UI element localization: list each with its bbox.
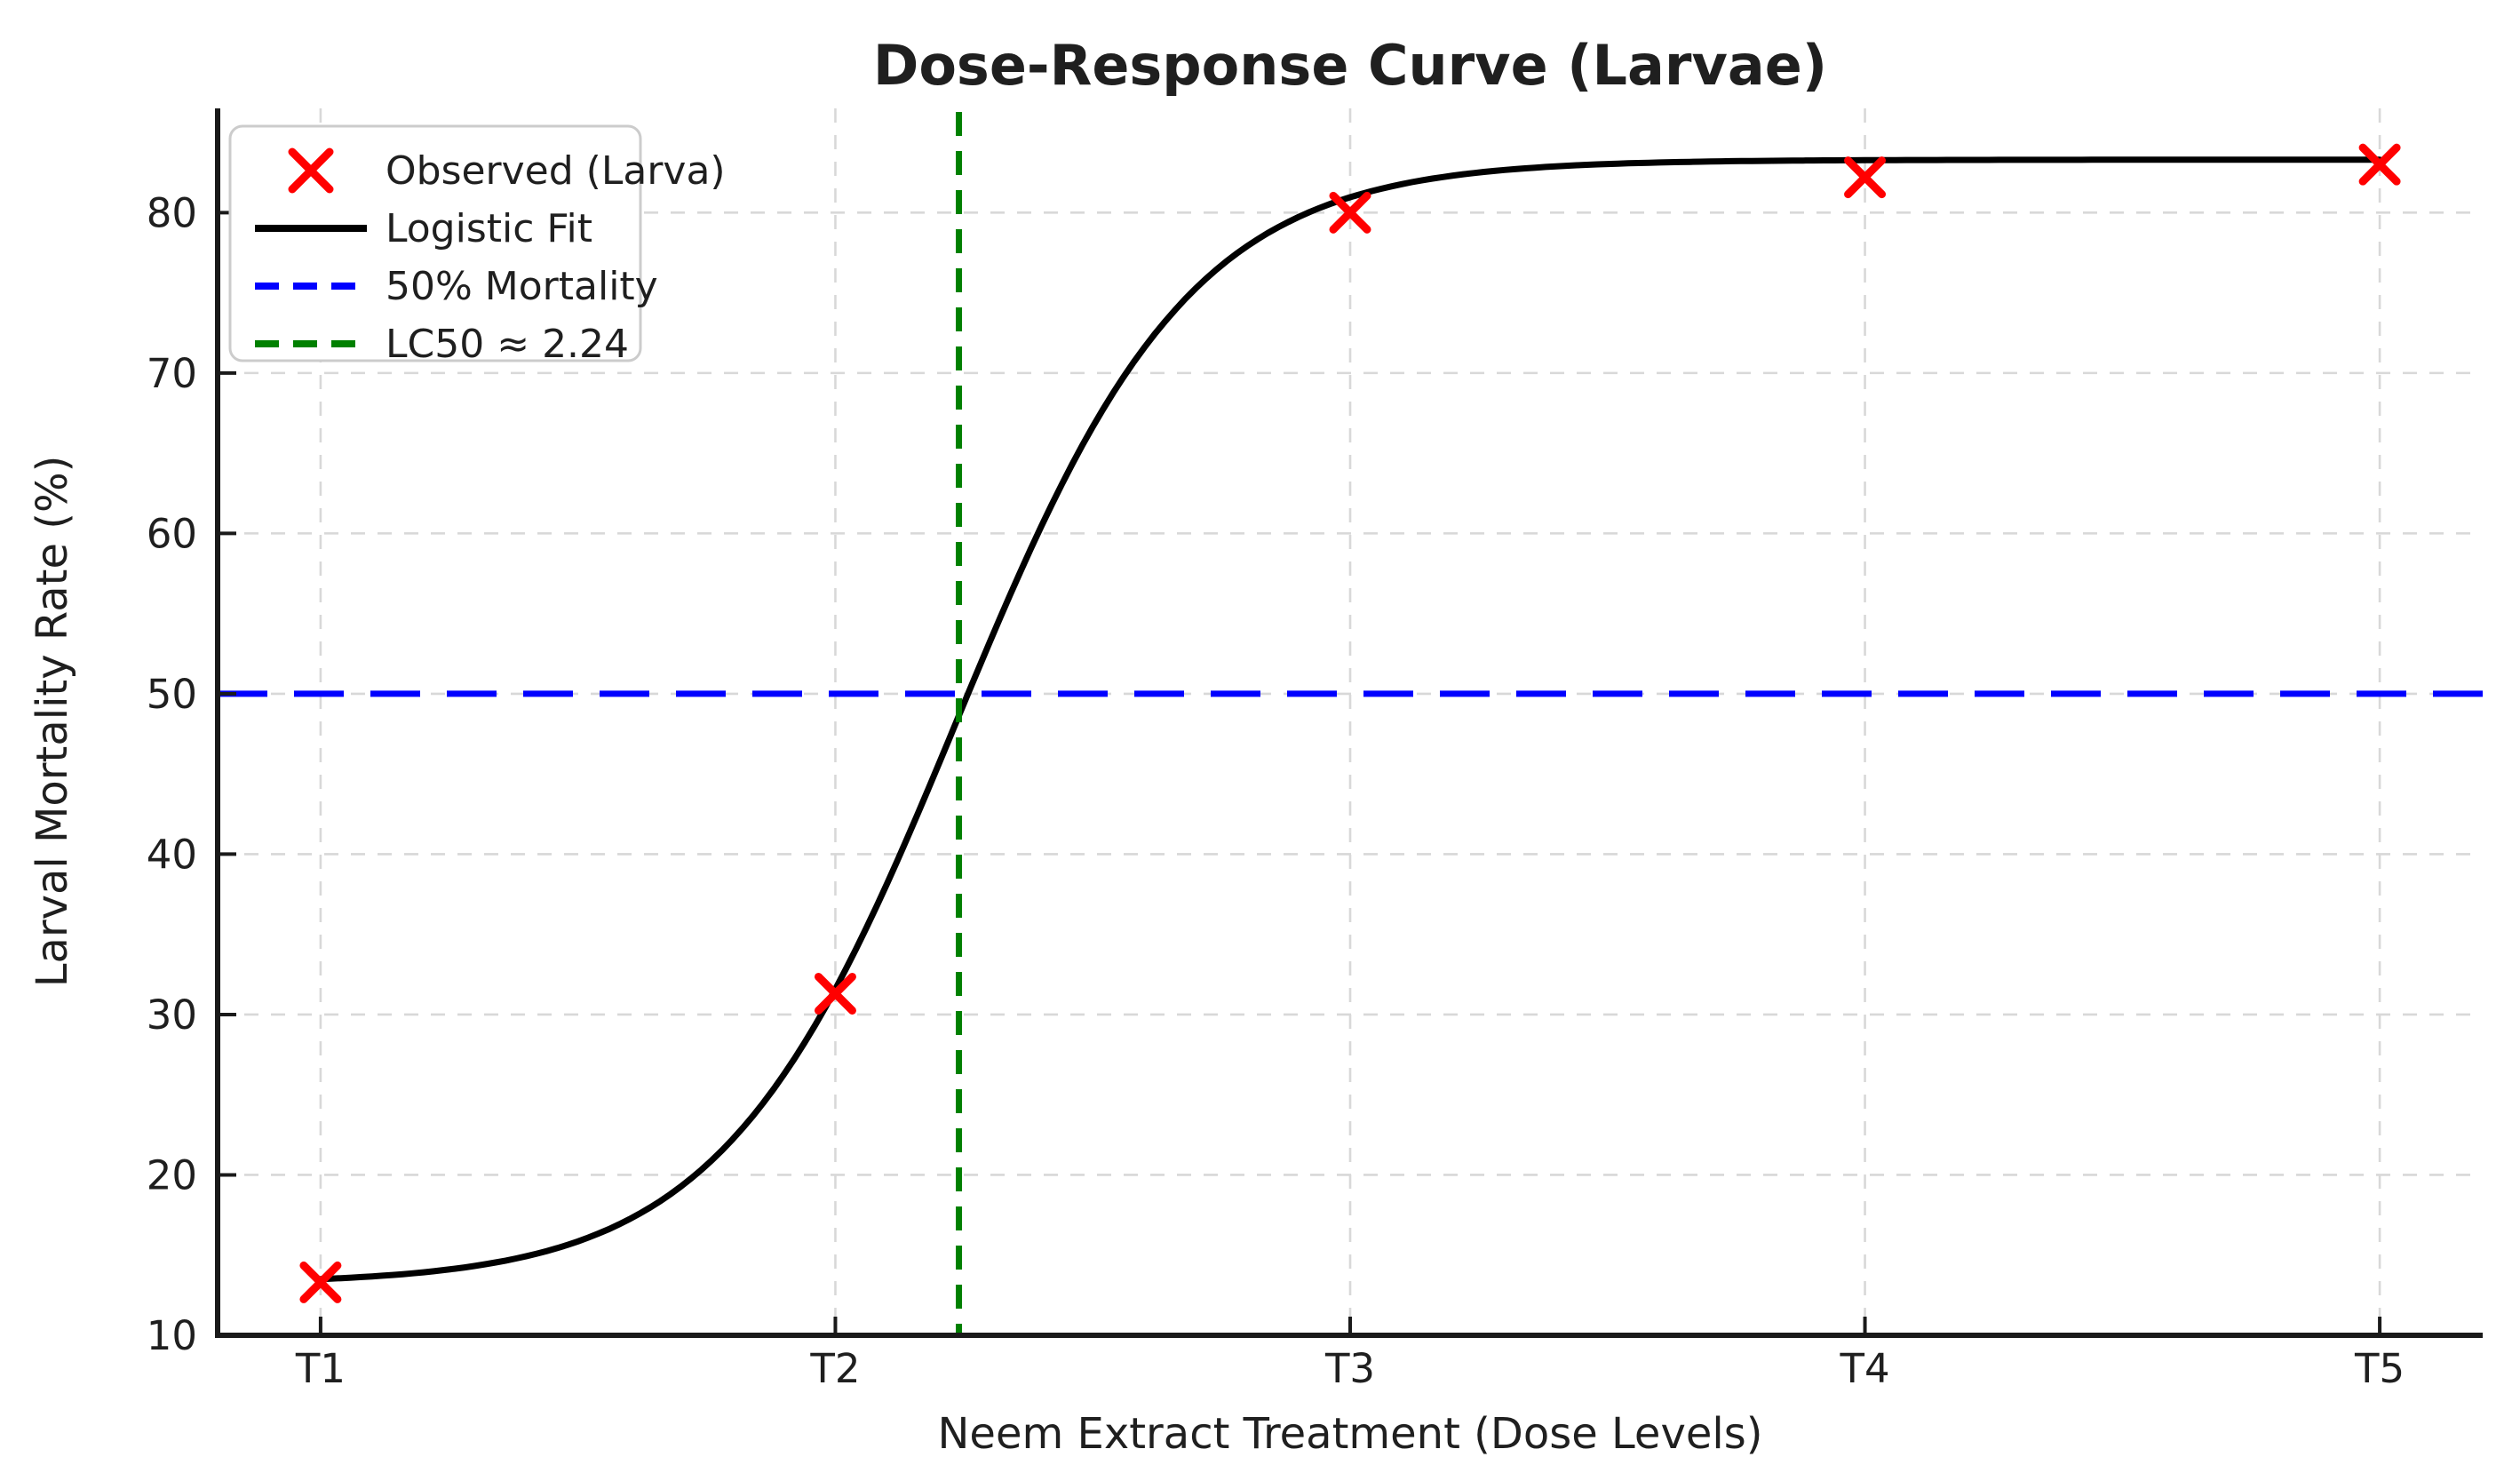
legend-item: 50% Mortality — [255, 264, 658, 309]
y-tick-label: 10 — [147, 1312, 197, 1359]
x-tick-label: T4 — [1839, 1345, 1889, 1392]
y-tick-label: 40 — [147, 831, 197, 878]
y-tick-label: 50 — [147, 671, 197, 718]
x-tick-label: T3 — [1324, 1345, 1375, 1392]
legend-box — [228, 124, 642, 362]
legend-label: 50% Mortality — [386, 264, 658, 309]
marker-stroke — [1329, 191, 1371, 234]
chart-title: Dose-Response Curve (Larvae) — [873, 33, 1827, 98]
y-axis-label: Larval Mortality Rate (%) — [28, 456, 77, 988]
legend-item: Logistic Fit — [255, 206, 592, 251]
marker-stroke — [299, 1261, 342, 1303]
logistic-fit-curve — [317, 156, 2383, 1283]
plot-series — [218, 112, 2483, 1335]
x-tick-label: T2 — [809, 1345, 860, 1392]
observed-marker — [299, 1261, 342, 1303]
observed-marker — [814, 972, 856, 1015]
observed-marker — [1329, 191, 1371, 234]
legend-item: Observed (Larva) — [288, 147, 726, 194]
marker-stroke — [814, 972, 856, 1015]
observed-marker — [2358, 143, 2401, 186]
y-tick-label: 20 — [147, 1151, 197, 1198]
x-tick-label: T1 — [295, 1345, 346, 1392]
x-axis-label: Neem Extract Treatment (Dose Levels) — [938, 1409, 1763, 1459]
x-tick-label: T5 — [2354, 1345, 2405, 1392]
legend-x-marker — [288, 147, 334, 194]
marker-stroke — [2358, 143, 2401, 186]
y-tick-label: 30 — [147, 991, 197, 1039]
legend-item: LC50 ≈ 2.24 — [255, 322, 629, 367]
axes: T1 T2 T3 T4 T5 10 20 30 40 50 60 70 80 — [147, 108, 2483, 1392]
legend-label: Observed (Larva) — [386, 148, 726, 194]
y-tick-label: 60 — [147, 510, 197, 557]
legend-label: LC50 ≈ 2.24 — [386, 322, 629, 367]
marker-stroke — [1844, 156, 1887, 199]
y-tick-label: 80 — [147, 189, 197, 236]
legend: Observed (Larva) Logistic Fit 50% Mortalit… — [228, 124, 726, 367]
y-tick-label: 70 — [147, 350, 197, 397]
legend-label: Logistic Fit — [386, 206, 592, 251]
observed-marker — [1844, 156, 1887, 199]
